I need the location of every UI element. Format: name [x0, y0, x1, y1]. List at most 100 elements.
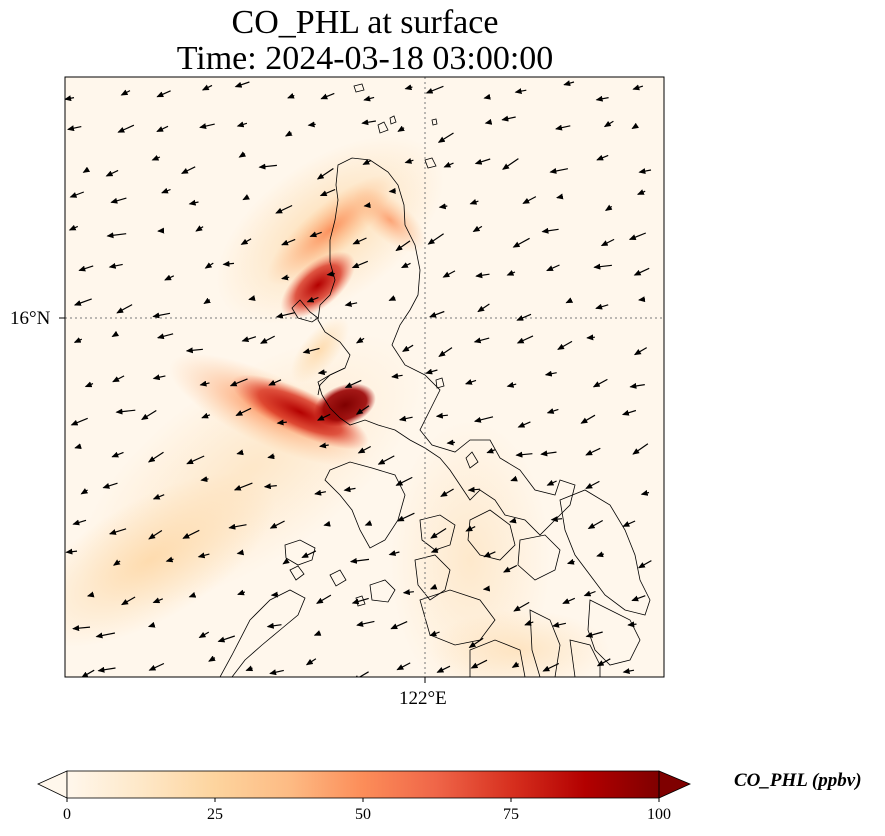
wind-arrow	[110, 197, 127, 204]
wind-arrow	[524, 620, 534, 626]
wind-arrow	[632, 443, 649, 455]
wind-arrow	[632, 84, 644, 91]
wind-arrow	[585, 447, 601, 456]
concentration-field	[65, 77, 664, 677]
wind-arrow	[185, 347, 203, 354]
wind-arrow	[595, 95, 609, 102]
colorbar-label: CO_PHL (ppbv)	[734, 770, 862, 791]
wind-arrow	[349, 557, 370, 564]
wind-arrow	[197, 552, 210, 559]
wind-arrow	[316, 413, 331, 421]
wind-arrow	[397, 125, 405, 132]
wind-arrow	[73, 298, 92, 306]
wind-arrow	[522, 196, 537, 204]
wind-arrow	[152, 597, 164, 604]
wind-arrow	[640, 489, 650, 496]
wind-arrow	[117, 124, 135, 133]
wind-arrow	[287, 92, 295, 99]
wind-arrow	[236, 121, 248, 128]
wind-arrow	[319, 188, 336, 197]
colorbar	[37, 770, 692, 802]
wind-arrow	[363, 202, 371, 209]
wind-arrow	[506, 381, 517, 388]
wind-arrow	[67, 125, 82, 132]
wind-arrow	[402, 589, 414, 596]
wind-arrow	[566, 558, 575, 565]
wind-arrow	[361, 119, 376, 126]
wind-arrow	[477, 303, 490, 313]
wind-arrow	[430, 547, 439, 553]
wind-arrow	[208, 655, 216, 662]
wind-arrow	[301, 550, 317, 559]
wind-arrow	[84, 381, 94, 388]
wind-arrow	[565, 297, 574, 304]
wind-arrow	[199, 123, 215, 130]
wind-arrow	[465, 525, 476, 532]
wind-arrow	[236, 449, 244, 456]
wind-arrow	[596, 658, 611, 667]
wind-arrow	[637, 560, 652, 569]
wind-arrow	[629, 382, 645, 389]
wind-arrow	[281, 274, 290, 281]
wind-arrow	[344, 301, 358, 307]
wind-arrow	[267, 453, 275, 460]
wind-arrow	[164, 274, 175, 281]
wind-arrow	[437, 132, 454, 143]
wind-arrow	[148, 662, 165, 671]
wind-arrow	[622, 520, 636, 527]
wind-arrow	[81, 669, 95, 677]
wind-arrow	[404, 157, 414, 164]
wind-arrow	[111, 451, 124, 458]
wind-arrow	[269, 520, 285, 529]
wind-arrow	[468, 637, 484, 649]
colorbar-tick-marks	[66, 798, 660, 802]
wind-arrow	[217, 635, 235, 643]
wind-arrow	[78, 265, 94, 272]
wind-arrow	[628, 232, 647, 240]
wind-arrow	[583, 590, 596, 597]
wind-arrow	[320, 92, 335, 100]
wind-arrow	[552, 621, 567, 628]
wind-arrow	[544, 370, 557, 377]
wind-arrow	[473, 337, 490, 344]
wind-arrow	[151, 154, 161, 161]
wind-arrow	[438, 347, 453, 357]
wind-arrow	[152, 312, 171, 319]
wind-arrow	[319, 442, 329, 449]
wind-arrow	[442, 270, 456, 278]
wind-arrow	[503, 564, 518, 573]
wind-arrow	[314, 489, 327, 496]
wind-arrow	[201, 412, 211, 419]
wind-arrow	[245, 665, 254, 672]
wind-arrow	[97, 666, 116, 673]
wind-arrow	[436, 665, 451, 673]
wind-arrow	[509, 517, 517, 524]
wind-arrow	[427, 233, 444, 245]
wind-arrow	[388, 187, 396, 194]
wind-arrow	[72, 625, 91, 632]
wind-arrow	[112, 559, 121, 566]
wind-arrow	[65, 548, 78, 555]
wind-arrow	[586, 334, 595, 341]
wind-arrow	[474, 158, 491, 165]
wind-arrow	[621, 409, 637, 416]
wind-arrow	[404, 84, 413, 91]
wind-arrow	[306, 296, 319, 303]
wind-arrow	[363, 95, 375, 102]
wind-arrow	[429, 310, 445, 318]
wind-arrow	[313, 630, 322, 636]
wind-arrow	[229, 378, 248, 387]
wind-arrow	[317, 369, 327, 376]
wind-arrow	[165, 556, 174, 563]
wind-arrow	[266, 622, 282, 629]
wind-arrow	[580, 414, 596, 424]
wind-arrow	[355, 405, 370, 415]
wind-arrow	[636, 189, 646, 195]
wind-arrow	[510, 475, 518, 482]
wind-arrow	[233, 482, 253, 491]
wind-arrow	[557, 340, 573, 350]
gridlines	[65, 77, 664, 677]
wind-arrow	[587, 519, 603, 530]
wind-arrow	[398, 415, 413, 422]
wind-arrow	[242, 194, 250, 201]
